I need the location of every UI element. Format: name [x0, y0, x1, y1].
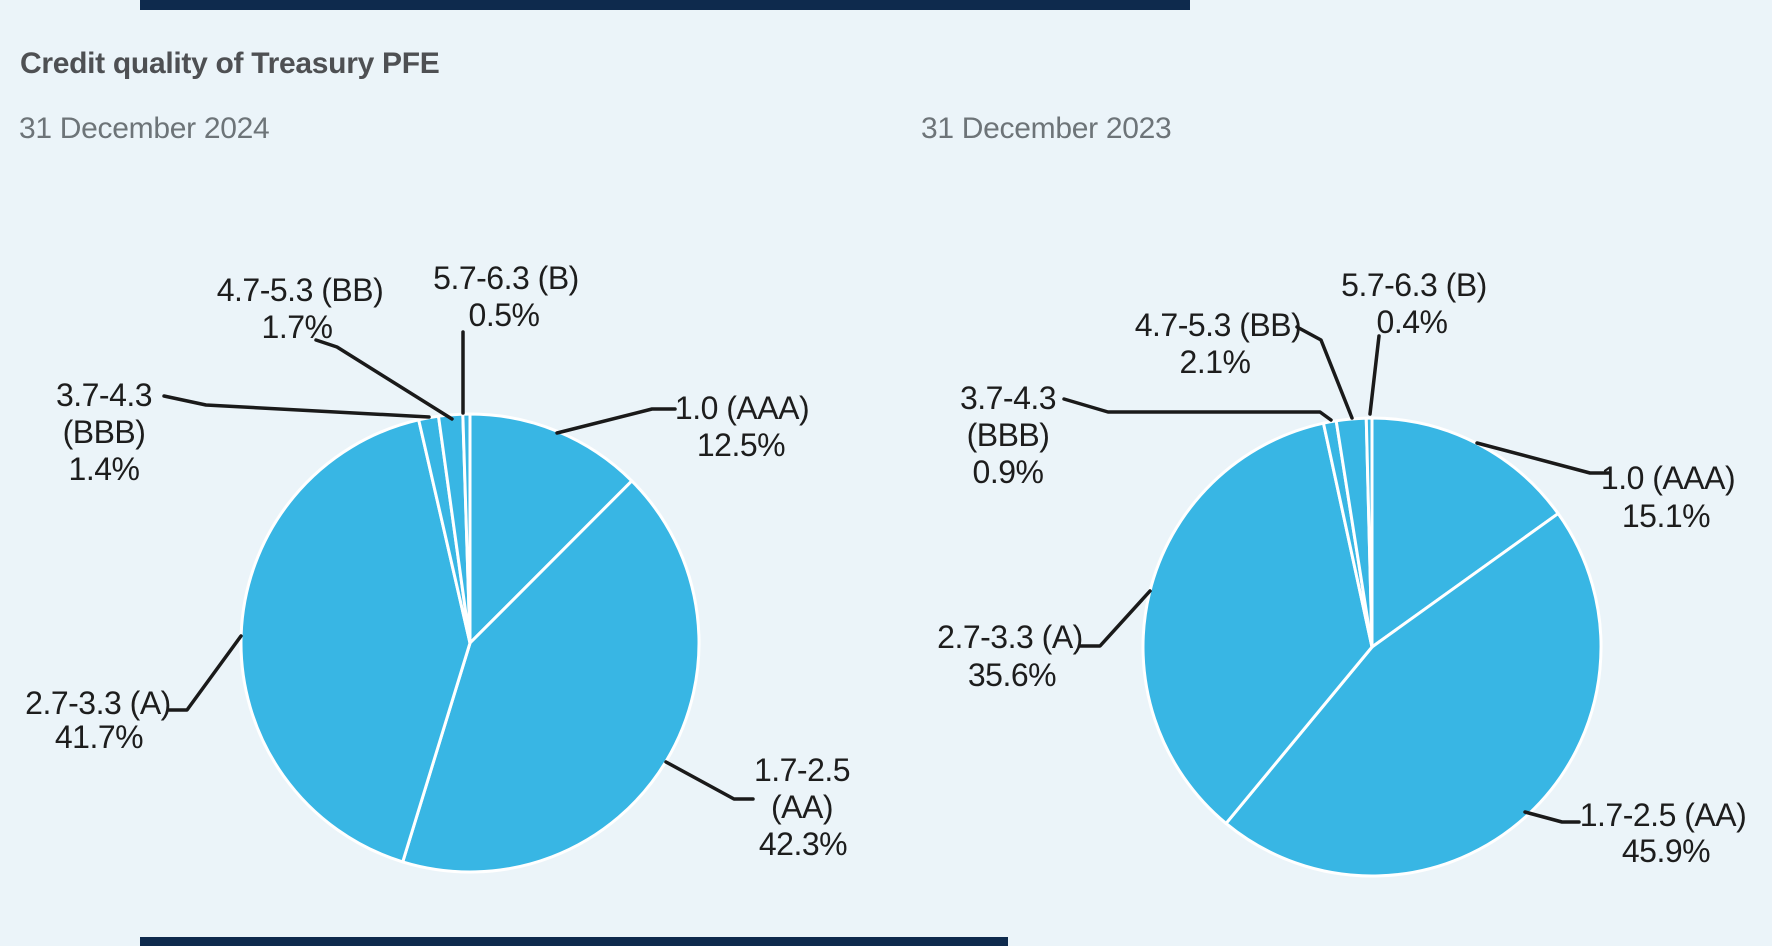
slice-label-2024-2.7-3.3 (A)-line1: 2.7-3.3 (A) [25, 685, 171, 721]
slice-label-2023-3.7-4.3 (BBB)-line3: 0.9% [973, 454, 1044, 490]
slice-label-2024-1.7-2.5 (AA)-line3: 42.3% [759, 826, 847, 862]
slice-label-2024-1.0 (AAA)-line1: 1.0 (AAA) [675, 390, 809, 426]
slice-label-2024-1.7-2.5 (AA)-line2: (AA) [771, 789, 833, 825]
slice-label-2024-3.7-4.3 (BBB)-line1: 3.7-4.3 [56, 377, 152, 413]
callout-line-2023-1.0 (AAA) [1475, 441, 1611, 475]
slice-label-2023-1.0 (AAA)-line2: 15.1% [1622, 498, 1710, 534]
chart-subtitle-2024: 31 December 2024 [19, 112, 270, 145]
slice-label-2024-3.7-4.3 (BBB)-line3: 1.4% [69, 451, 140, 487]
slice-label-2024-1.0 (AAA)-line2: 12.5% [697, 427, 785, 463]
slice-label-2023-1.0 (AAA)-line1: 1.0 (AAA) [1601, 460, 1735, 496]
callout-line-2024-2.7-3.3 (A) [166, 634, 243, 712]
slice-label-2023-3.7-4.3 (BBB)-line1: 3.7-4.3 [960, 380, 1056, 416]
page-title: Credit quality of Treasury PFE [20, 47, 440, 80]
slice-label-2023-5.7-6.3 (B)-line1: 5.7-6.3 (B) [1341, 267, 1487, 303]
bottom-accent-bar [140, 937, 1008, 946]
slice-label-2023-3.7-4.3 (BBB)-line2: (BBB) [967, 417, 1050, 453]
slice-label-2023-5.7-6.3 (B)-line2: 0.4% [1377, 304, 1448, 340]
callout-line-2024-4.7-5.3 (BB) [314, 338, 454, 421]
callout-line-2024-1.7-2.5 (AA) [664, 760, 755, 801]
callout-line-2023-1.7-2.5 (AA) [1523, 810, 1581, 824]
callout-line-2023-4.7-5.3 (BB) [1295, 325, 1354, 420]
top-accent-bar [140, 0, 1190, 10]
slice-label-2024-1.7-2.5 (AA)-line1: 1.7-2.5 [754, 752, 850, 788]
slice-label-2023-1.7-2.5 (AA)-line1: 1.7-2.5 (AA) [1580, 797, 1747, 833]
callout-line-2023-5.7-6.3 (B) [1368, 334, 1381, 416]
callout-line-2024-1.0 (AAA) [555, 407, 677, 435]
chart-subtitle-2023: 31 December 2023 [921, 112, 1172, 145]
slice-label-2023-1.7-2.5 (AA)-line2: 45.9% [1622, 833, 1710, 869]
slice-label-2024-3.7-4.3 (BBB)-line2: (BBB) [63, 414, 146, 450]
pie-slice-2023-5.7-6.3 (B) [1364, 416, 1374, 649]
pie-chart-2023: 1.0 (AAA)15.1% 1.7-2.5 (AA)45.9% 2.7-3.3 (… [937, 267, 1747, 878]
slice-label-2024-5.7-6.3 (B)-line1: 5.7-6.3 (B) [433, 260, 579, 296]
slice-label-2023-2.7-3.3 (A)-line1: 2.7-3.3 (A) [937, 619, 1083, 655]
slice-label-2023-4.7-5.3 (BB)-line2: 2.1% [1180, 344, 1251, 380]
slice-label-2024-5.7-6.3 (B)-line2: 0.5% [469, 297, 540, 333]
slice-label-2023-4.7-5.3 (BB)-line1: 4.7-5.3 (BB) [1135, 307, 1302, 343]
slice-label-2024-4.7-5.3 (BB)-line2: 1.7% [262, 309, 333, 345]
slice-label-2024-4.7-5.3 (BB)-line1: 4.7-5.3 (BB) [217, 272, 384, 308]
slice-label-2024-2.7-3.3 (A)-line2: 41.7% [55, 719, 143, 755]
slice-label-2023-2.7-3.3 (A)-line2: 35.6% [968, 657, 1056, 693]
pie-chart-2024: 1.0 (AAA)12.5% 1.7-2.5(AA)42.3% 2.7-3.3 (A… [25, 260, 851, 874]
callout-line-2024-3.7-4.3 (BBB) [162, 394, 431, 419]
callout-line-2023-2.7-3.3 (A) [1078, 589, 1152, 648]
callout-line-2023-3.7-4.3 (BBB) [1062, 397, 1333, 422]
